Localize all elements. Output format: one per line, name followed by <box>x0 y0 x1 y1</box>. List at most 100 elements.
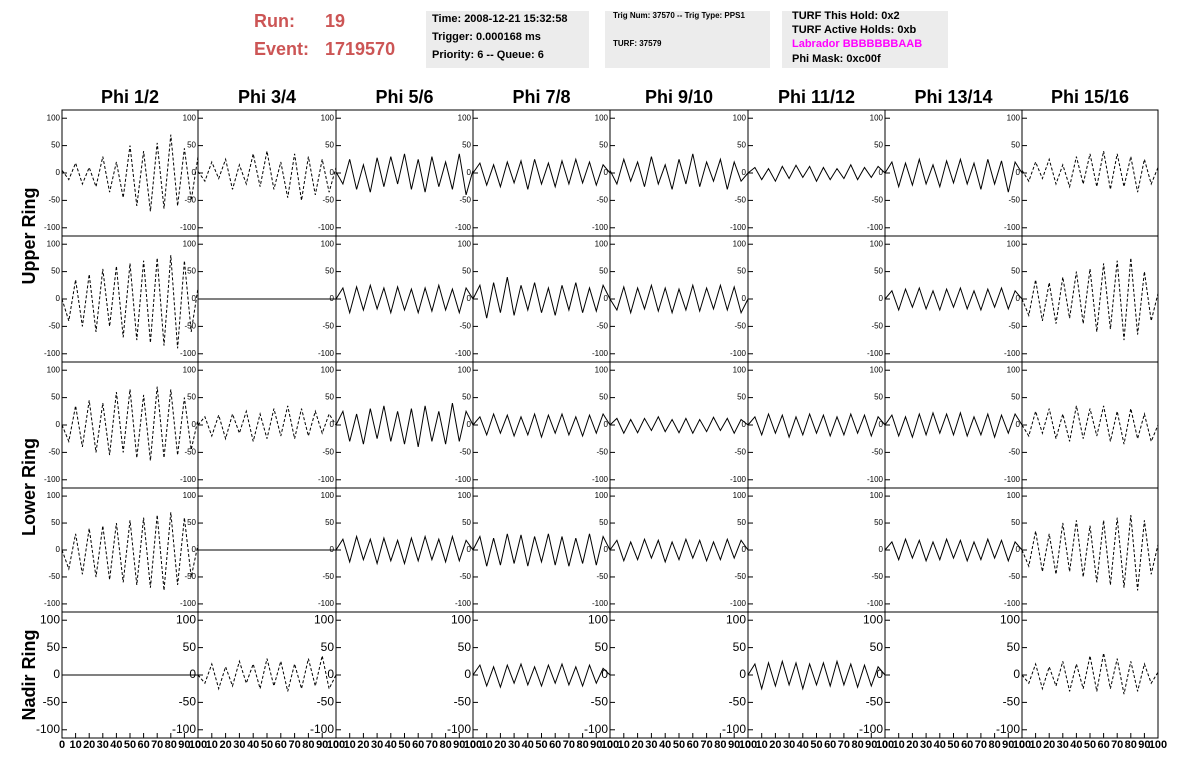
y-tick-label: 0 <box>601 667 608 681</box>
x-tick-label: 60 <box>137 739 149 751</box>
y-tick-label: 50 <box>737 267 746 276</box>
y-tick-label: 50 <box>737 393 746 402</box>
x-tick-label: 100 <box>601 739 619 751</box>
x-tick-label: 50 <box>673 739 685 751</box>
y-tick-label: -50 <box>1003 695 1021 709</box>
y-tick-label: 100 <box>870 239 884 248</box>
y-tick-label: 0 <box>1016 420 1021 429</box>
x-tick-label: 30 <box>508 739 520 751</box>
x-tick-label: 100 <box>739 739 757 751</box>
y-tick-label: -100 <box>867 475 884 484</box>
y-tick-label: 100 <box>1007 365 1021 374</box>
x-tick-label: 10 <box>893 739 905 751</box>
panel-frame <box>747 235 886 363</box>
panel-frame <box>61 361 199 489</box>
x-tick-label: 30 <box>645 739 657 751</box>
y-tick-label: -50 <box>48 448 60 457</box>
waveform <box>61 512 199 591</box>
y-tick-label: 0 <box>56 420 61 429</box>
y-tick-label: -100 <box>180 599 197 608</box>
y-tick-label: 50 <box>1011 393 1020 402</box>
x-tick-label: 100 <box>1013 739 1031 751</box>
y-tick-label: -100 <box>44 475 61 484</box>
x-tick-label: 40 <box>385 739 397 751</box>
x-tick-label: 30 <box>783 739 795 751</box>
x-tick-label: 70 <box>838 739 850 751</box>
y-tick-label: -50 <box>184 196 196 205</box>
y-tick-label: 0 <box>327 667 334 681</box>
y-tick-label: 50 <box>51 393 60 402</box>
y-tick-label: -50 <box>1008 448 1020 457</box>
y-tick-label: -50 <box>459 322 471 331</box>
x-tick-label: 50 <box>398 739 410 751</box>
x-tick-label: 10 <box>481 739 493 751</box>
x-tick-label: 80 <box>576 739 588 751</box>
y-tick-label: -100 <box>730 599 747 608</box>
y-tick-label: -50 <box>322 448 334 457</box>
info-box <box>782 11 948 68</box>
y-tick-label: -100 <box>1004 599 1021 608</box>
y-tick-label: -50 <box>459 196 471 205</box>
y-tick-label: 0 <box>189 667 196 681</box>
y-tick-label: -100 <box>730 349 747 358</box>
panel-frame <box>61 487 199 613</box>
y-tick-label: 0 <box>876 667 883 681</box>
row-label: Upper Ring <box>19 188 39 285</box>
x-tick-label: 40 <box>522 739 534 751</box>
x-tick-label: 50 <box>1084 739 1096 751</box>
y-tick-label: 50 <box>187 518 196 527</box>
x-tick-label: 100 <box>464 739 482 751</box>
y-tick-label: -50 <box>317 695 335 709</box>
y-tick-label: 100 <box>458 365 472 374</box>
x-tick-label: 80 <box>302 739 314 751</box>
y-tick-label: 100 <box>451 612 471 626</box>
x-tick-label: 10 <box>618 739 630 751</box>
y-tick-label: 0 <box>1016 294 1021 303</box>
y-tick-label: -50 <box>184 572 196 581</box>
y-tick-label: -100 <box>455 223 472 232</box>
waveform <box>747 163 886 183</box>
y-tick-label: 0 <box>330 420 335 429</box>
waveform <box>1021 514 1159 591</box>
y-tick-label: 50 <box>458 640 472 654</box>
x-tick-label: 30 <box>97 739 109 751</box>
y-tick-label: 50 <box>187 141 196 150</box>
panel-frame <box>197 611 337 739</box>
event-number: 1719570 <box>325 39 395 59</box>
y-tick-label: 0 <box>53 667 60 681</box>
y-tick-label: -50 <box>871 448 883 457</box>
y-tick-label: 100 <box>1000 612 1020 626</box>
y-tick-label: -50 <box>734 322 746 331</box>
y-tick-label: 50 <box>874 267 883 276</box>
waveform <box>1021 653 1159 695</box>
y-tick-label: -100 <box>859 722 883 736</box>
y-tick-label: 0 <box>742 545 747 554</box>
x-tick-label: 30 <box>920 739 932 751</box>
info-text: Labrador BBBBBBBAAB <box>792 38 922 50</box>
x-tick-label: 40 <box>797 739 809 751</box>
y-tick-label: -50 <box>454 695 472 709</box>
y-tick-label: 50 <box>874 141 883 150</box>
waveform <box>884 411 1023 439</box>
x-tick-label: 30 <box>233 739 245 751</box>
y-tick-label: 0 <box>330 168 335 177</box>
y-tick-label: 0 <box>742 294 747 303</box>
x-tick-label: 80 <box>165 739 177 751</box>
x-tick-label: 70 <box>563 739 575 751</box>
waveform <box>472 277 611 319</box>
panel-frame <box>197 109 337 237</box>
x-tick-label: 20 <box>631 739 643 751</box>
y-tick-label: 100 <box>321 239 335 248</box>
y-tick-label: -50 <box>596 322 608 331</box>
panel-frame <box>609 487 749 613</box>
waveform <box>472 662 611 689</box>
y-tick-label: -50 <box>322 322 334 331</box>
x-tick-label: 60 <box>412 739 424 751</box>
y-tick-label: 0 <box>879 294 884 303</box>
y-tick-label: -50 <box>459 448 471 457</box>
x-tick-label: 80 <box>988 739 1000 751</box>
x-tick-label: 70 <box>151 739 163 751</box>
x-tick-label: 40 <box>110 739 122 751</box>
y-tick-label: 50 <box>733 640 747 654</box>
x-tick-label: 70 <box>975 739 987 751</box>
